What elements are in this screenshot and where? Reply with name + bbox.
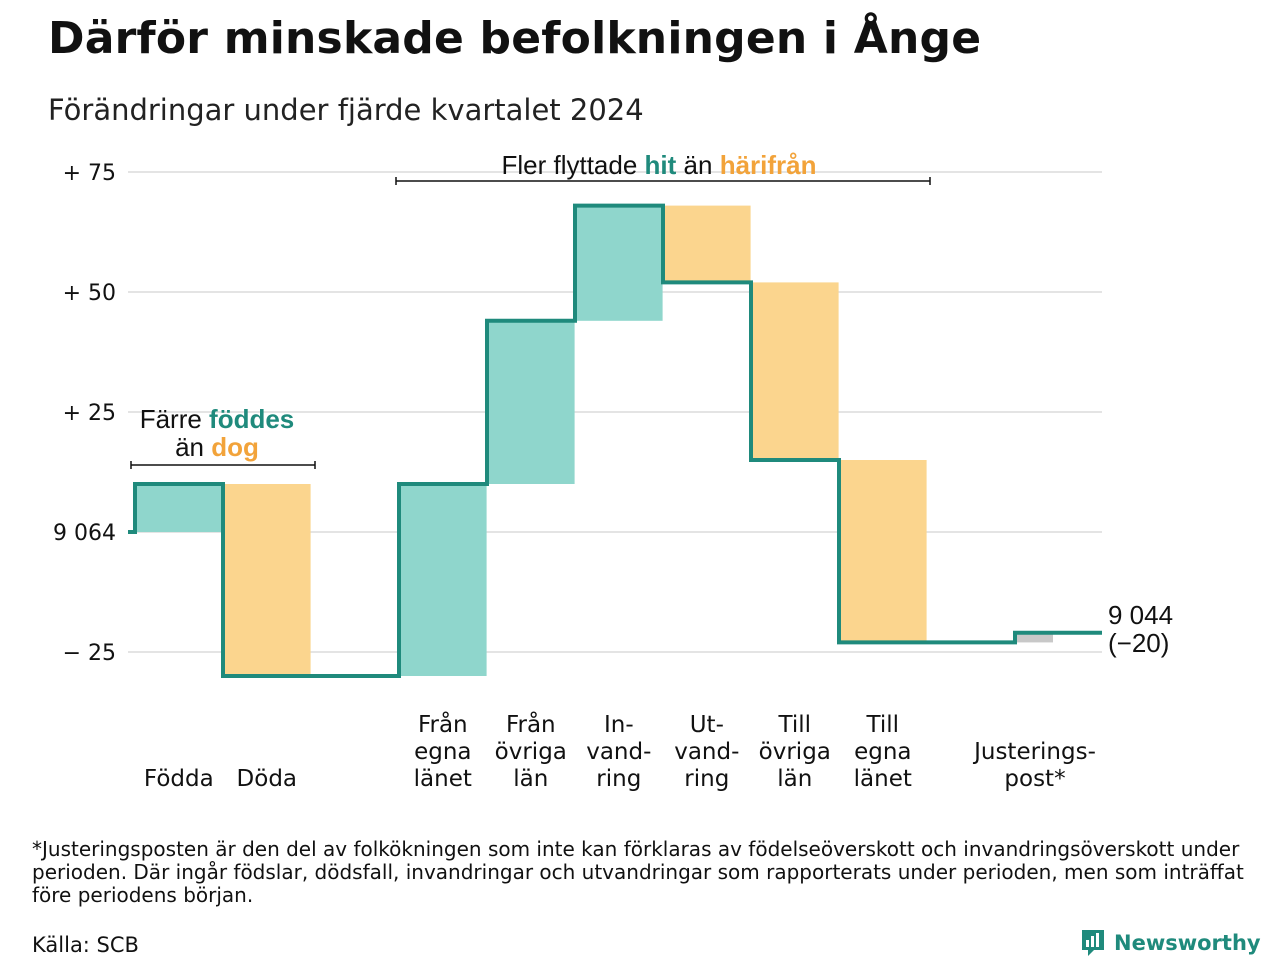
x-axis-label: övriga (759, 739, 831, 765)
x-axis-label: Från (418, 710, 468, 738)
footnote: *Justeringsposten är den del av folkökni… (32, 837, 1244, 907)
x-axis-label: Födda (144, 766, 214, 792)
bar-2 (223, 484, 311, 676)
y-axis-ticks: + 75 + 50 + 25 9 064 − 25 (53, 161, 116, 666)
x-axis-label: Döda (237, 766, 297, 792)
x-axis-label: Till (866, 712, 900, 738)
x-axis-label: länet (414, 766, 472, 792)
x-axis-label: Från (506, 710, 556, 738)
end-value-label: 9 044(−20) (1108, 600, 1173, 658)
running-total-line (128, 203, 1102, 678)
annotation-part: Fler flyttade (501, 150, 644, 180)
bar-3 (399, 484, 487, 676)
bar-4 (487, 320, 575, 484)
bar-5 (575, 205, 663, 321)
annotation-part: än (676, 150, 719, 180)
bar-1 (135, 484, 223, 532)
bar-8 (839, 460, 927, 643)
annotation-text: Fler flyttade hit än härifrån (501, 150, 816, 180)
annotation-part: Färre (140, 404, 209, 434)
x-axis-label: län (777, 766, 812, 792)
x-axis-label: egna (414, 739, 471, 765)
y-tick-label: + 25 (63, 401, 116, 426)
x-axis-labels: Födda DödaFrånegnalänetFrånövrigalänIn-va… (144, 710, 1096, 792)
chart-subtitle: Förändringar under fjärde kvartalet 2024 (48, 93, 644, 127)
x-axis-label: län (513, 766, 548, 792)
waterfall-chart: + 75+ 50+ 259 064− 25 Födda DödaFrånegnal… (53, 150, 1173, 792)
x-axis-label: ring (596, 766, 641, 792)
annotation-part: dog (211, 432, 259, 462)
x-axis-label: Justerings- (972, 739, 1096, 765)
bar-9 (1015, 632, 1053, 643)
end-value: 9 044 (1108, 600, 1173, 630)
x-axis-label: länet (854, 766, 912, 792)
y-tick-label: − 25 (63, 641, 116, 666)
x-axis-label: In- (604, 712, 634, 738)
chart-title: Därför minskade befolkningen i Ånge (48, 13, 982, 64)
source-note: Källa: SCB (32, 933, 139, 957)
x-axis-label: vand- (586, 739, 651, 765)
bar-7 (751, 282, 839, 460)
x-axis-label: egna (854, 739, 911, 765)
x-axis-label: övriga (495, 739, 567, 765)
y-tick-label: + 75 (63, 161, 116, 186)
y-tick-label: + 50 (63, 281, 116, 306)
running-total-path (128, 203, 1102, 678)
annotation-part: härifrån (720, 150, 817, 180)
annotation-part: än (175, 432, 211, 462)
annotation-text: Färre föddes (140, 404, 295, 434)
bars (135, 205, 1053, 676)
x-axis-label: Till (778, 712, 812, 738)
bar-6 (663, 205, 751, 283)
newsworthy-logo-text: Newsworthy (1114, 931, 1261, 955)
annotation-part: hit (645, 150, 677, 180)
annotation-text: än dog (175, 432, 259, 462)
annotation-part: föddes (209, 404, 294, 434)
end-change: (−20) (1108, 628, 1169, 658)
newsworthy-logo-icon (1082, 930, 1104, 956)
x-axis-label: ring (684, 766, 729, 792)
y-tick-label: 9 064 (53, 521, 116, 546)
x-axis-label: vand- (674, 739, 739, 765)
x-axis-label: post* (1004, 766, 1065, 792)
x-axis-label: Ut- (690, 712, 724, 738)
newsworthy-logo: Newsworthy (1080, 927, 1261, 959)
